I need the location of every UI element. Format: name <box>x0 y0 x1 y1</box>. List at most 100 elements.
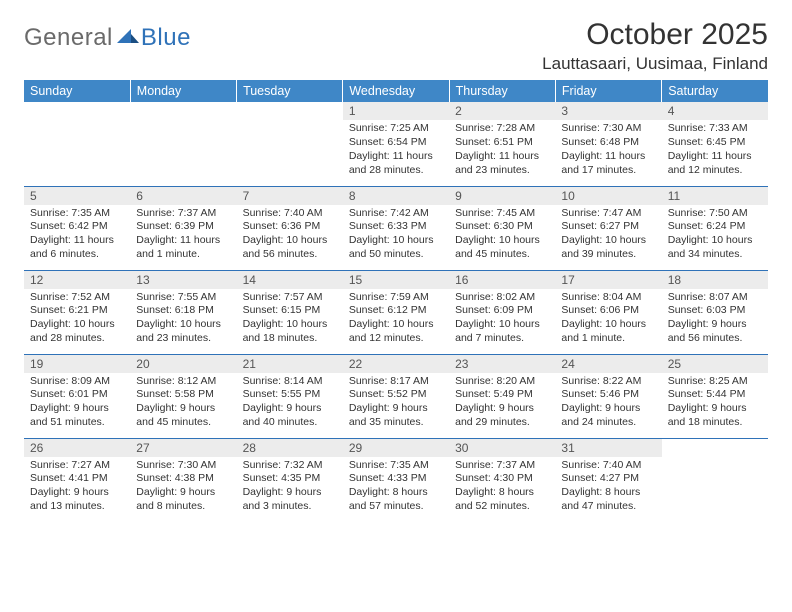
day-body: Sunrise: 7:47 AMSunset: 6:27 PMDaylight:… <box>555 205 661 266</box>
calendar-week-row: 26Sunrise: 7:27 AMSunset: 4:41 PMDayligh… <box>24 438 768 522</box>
calendar-week-row: 1Sunrise: 7:25 AMSunset: 6:54 PMDaylight… <box>24 102 768 186</box>
day-body: Sunrise: 7:35 AMSunset: 6:42 PMDaylight:… <box>24 205 130 266</box>
calendar-day-cell: 4Sunrise: 7:33 AMSunset: 6:45 PMDaylight… <box>662 102 768 186</box>
calendar-day-cell: 31Sunrise: 7:40 AMSunset: 4:27 PMDayligh… <box>555 438 661 522</box>
calendar-day-cell: 15Sunrise: 7:59 AMSunset: 6:12 PMDayligh… <box>343 270 449 354</box>
day-body: Sunrise: 8:17 AMSunset: 5:52 PMDaylight:… <box>343 373 449 434</box>
calendar-week-row: 5Sunrise: 7:35 AMSunset: 6:42 PMDaylight… <box>24 186 768 270</box>
day-body: Sunrise: 7:40 AMSunset: 4:27 PMDaylight:… <box>555 457 661 518</box>
day-body: Sunrise: 8:22 AMSunset: 5:46 PMDaylight:… <box>555 373 661 434</box>
day-body: Sunrise: 7:55 AMSunset: 6:18 PMDaylight:… <box>130 289 236 350</box>
calendar-day-cell: 12Sunrise: 7:52 AMSunset: 6:21 PMDayligh… <box>24 270 130 354</box>
daynum-empty <box>237 102 343 120</box>
day-number: 29 <box>343 439 449 457</box>
day-body: Sunrise: 8:04 AMSunset: 6:06 PMDaylight:… <box>555 289 661 350</box>
day-number: 24 <box>555 355 661 373</box>
weekday-header: Thursday <box>449 80 555 102</box>
day-body: Sunrise: 8:20 AMSunset: 5:49 PMDaylight:… <box>449 373 555 434</box>
day-body: Sunrise: 7:37 AMSunset: 4:30 PMDaylight:… <box>449 457 555 518</box>
weekday-header: Monday <box>130 80 236 102</box>
weekday-header-row: SundayMondayTuesdayWednesdayThursdayFrid… <box>24 80 768 102</box>
day-number: 4 <box>662 102 768 120</box>
logo-mark-icon <box>117 25 139 45</box>
calendar-day-cell: 2Sunrise: 7:28 AMSunset: 6:51 PMDaylight… <box>449 102 555 186</box>
day-body: Sunrise: 8:02 AMSunset: 6:09 PMDaylight:… <box>449 289 555 350</box>
calendar-day-cell: 24Sunrise: 8:22 AMSunset: 5:46 PMDayligh… <box>555 354 661 438</box>
calendar-week-row: 19Sunrise: 8:09 AMSunset: 6:01 PMDayligh… <box>24 354 768 438</box>
calendar-day-cell: 23Sunrise: 8:20 AMSunset: 5:49 PMDayligh… <box>449 354 555 438</box>
calendar-day-cell: 16Sunrise: 8:02 AMSunset: 6:09 PMDayligh… <box>449 270 555 354</box>
day-number: 21 <box>237 355 343 373</box>
day-body: Sunrise: 7:32 AMSunset: 4:35 PMDaylight:… <box>237 457 343 518</box>
calendar-day-cell: 29Sunrise: 7:35 AMSunset: 4:33 PMDayligh… <box>343 438 449 522</box>
day-body: Sunrise: 7:42 AMSunset: 6:33 PMDaylight:… <box>343 205 449 266</box>
day-body: Sunrise: 7:50 AMSunset: 6:24 PMDaylight:… <box>662 205 768 266</box>
day-number: 19 <box>24 355 130 373</box>
calendar-day-cell: 28Sunrise: 7:32 AMSunset: 4:35 PMDayligh… <box>237 438 343 522</box>
day-number: 17 <box>555 271 661 289</box>
day-body: Sunrise: 7:52 AMSunset: 6:21 PMDaylight:… <box>24 289 130 350</box>
day-number: 31 <box>555 439 661 457</box>
weekday-header: Wednesday <box>343 80 449 102</box>
day-number: 8 <box>343 187 449 205</box>
day-body: Sunrise: 7:30 AMSunset: 6:48 PMDaylight:… <box>555 120 661 181</box>
day-number: 12 <box>24 271 130 289</box>
day-body: Sunrise: 8:09 AMSunset: 6:01 PMDaylight:… <box>24 373 130 434</box>
day-number: 18 <box>662 271 768 289</box>
day-number: 2 <box>449 102 555 120</box>
day-number: 25 <box>662 355 768 373</box>
day-number: 3 <box>555 102 661 120</box>
calendar-day-cell: 9Sunrise: 7:45 AMSunset: 6:30 PMDaylight… <box>449 186 555 270</box>
day-number: 27 <box>130 439 236 457</box>
day-number: 28 <box>237 439 343 457</box>
calendar-day-cell: 1Sunrise: 7:25 AMSunset: 6:54 PMDaylight… <box>343 102 449 186</box>
calendar-day-cell: 8Sunrise: 7:42 AMSunset: 6:33 PMDaylight… <box>343 186 449 270</box>
title-block: October 2025 Lauttasaari, Uusimaa, Finla… <box>542 18 768 74</box>
daynum-empty <box>662 439 768 457</box>
day-number: 13 <box>130 271 236 289</box>
day-number: 20 <box>130 355 236 373</box>
calendar-day-cell: 19Sunrise: 8:09 AMSunset: 6:01 PMDayligh… <box>24 354 130 438</box>
day-number: 10 <box>555 187 661 205</box>
day-number: 15 <box>343 271 449 289</box>
day-number: 1 <box>343 102 449 120</box>
day-number: 5 <box>24 187 130 205</box>
calendar-week-row: 12Sunrise: 7:52 AMSunset: 6:21 PMDayligh… <box>24 270 768 354</box>
calendar-day-cell: 18Sunrise: 8:07 AMSunset: 6:03 PMDayligh… <box>662 270 768 354</box>
calendar-day-cell: 27Sunrise: 7:30 AMSunset: 4:38 PMDayligh… <box>130 438 236 522</box>
calendar-empty-cell <box>24 102 130 186</box>
calendar-table: SundayMondayTuesdayWednesdayThursdayFrid… <box>24 80 768 522</box>
calendar-empty-cell <box>237 102 343 186</box>
day-number: 30 <box>449 439 555 457</box>
month-title: October 2025 <box>542 18 768 52</box>
calendar-day-cell: 6Sunrise: 7:37 AMSunset: 6:39 PMDaylight… <box>130 186 236 270</box>
day-number: 14 <box>237 271 343 289</box>
day-body: Sunrise: 7:25 AMSunset: 6:54 PMDaylight:… <box>343 120 449 181</box>
day-body: Sunrise: 7:40 AMSunset: 6:36 PMDaylight:… <box>237 205 343 266</box>
calendar-day-cell: 26Sunrise: 7:27 AMSunset: 4:41 PMDayligh… <box>24 438 130 522</box>
calendar-day-cell: 3Sunrise: 7:30 AMSunset: 6:48 PMDaylight… <box>555 102 661 186</box>
day-body: Sunrise: 8:12 AMSunset: 5:58 PMDaylight:… <box>130 373 236 434</box>
calendar-day-cell: 21Sunrise: 8:14 AMSunset: 5:55 PMDayligh… <box>237 354 343 438</box>
day-body: Sunrise: 7:57 AMSunset: 6:15 PMDaylight:… <box>237 289 343 350</box>
calendar-day-cell: 25Sunrise: 8:25 AMSunset: 5:44 PMDayligh… <box>662 354 768 438</box>
day-body: Sunrise: 7:27 AMSunset: 4:41 PMDaylight:… <box>24 457 130 518</box>
day-body: Sunrise: 7:30 AMSunset: 4:38 PMDaylight:… <box>130 457 236 518</box>
calendar-day-cell: 13Sunrise: 7:55 AMSunset: 6:18 PMDayligh… <box>130 270 236 354</box>
day-number: 22 <box>343 355 449 373</box>
logo-text-blue: Blue <box>141 24 191 52</box>
day-body: Sunrise: 8:07 AMSunset: 6:03 PMDaylight:… <box>662 289 768 350</box>
calendar-day-cell: 17Sunrise: 8:04 AMSunset: 6:06 PMDayligh… <box>555 270 661 354</box>
day-body: Sunrise: 7:37 AMSunset: 6:39 PMDaylight:… <box>130 205 236 266</box>
calendar-day-cell: 22Sunrise: 8:17 AMSunset: 5:52 PMDayligh… <box>343 354 449 438</box>
location: Lauttasaari, Uusimaa, Finland <box>542 54 768 74</box>
weekday-header: Tuesday <box>237 80 343 102</box>
day-body: Sunrise: 8:14 AMSunset: 5:55 PMDaylight:… <box>237 373 343 434</box>
calendar-day-cell: 11Sunrise: 7:50 AMSunset: 6:24 PMDayligh… <box>662 186 768 270</box>
day-number: 6 <box>130 187 236 205</box>
day-number: 23 <box>449 355 555 373</box>
weekday-header: Sunday <box>24 80 130 102</box>
calendar-day-cell: 7Sunrise: 7:40 AMSunset: 6:36 PMDaylight… <box>237 186 343 270</box>
calendar-day-cell: 20Sunrise: 8:12 AMSunset: 5:58 PMDayligh… <box>130 354 236 438</box>
calendar-day-cell: 5Sunrise: 7:35 AMSunset: 6:42 PMDaylight… <box>24 186 130 270</box>
